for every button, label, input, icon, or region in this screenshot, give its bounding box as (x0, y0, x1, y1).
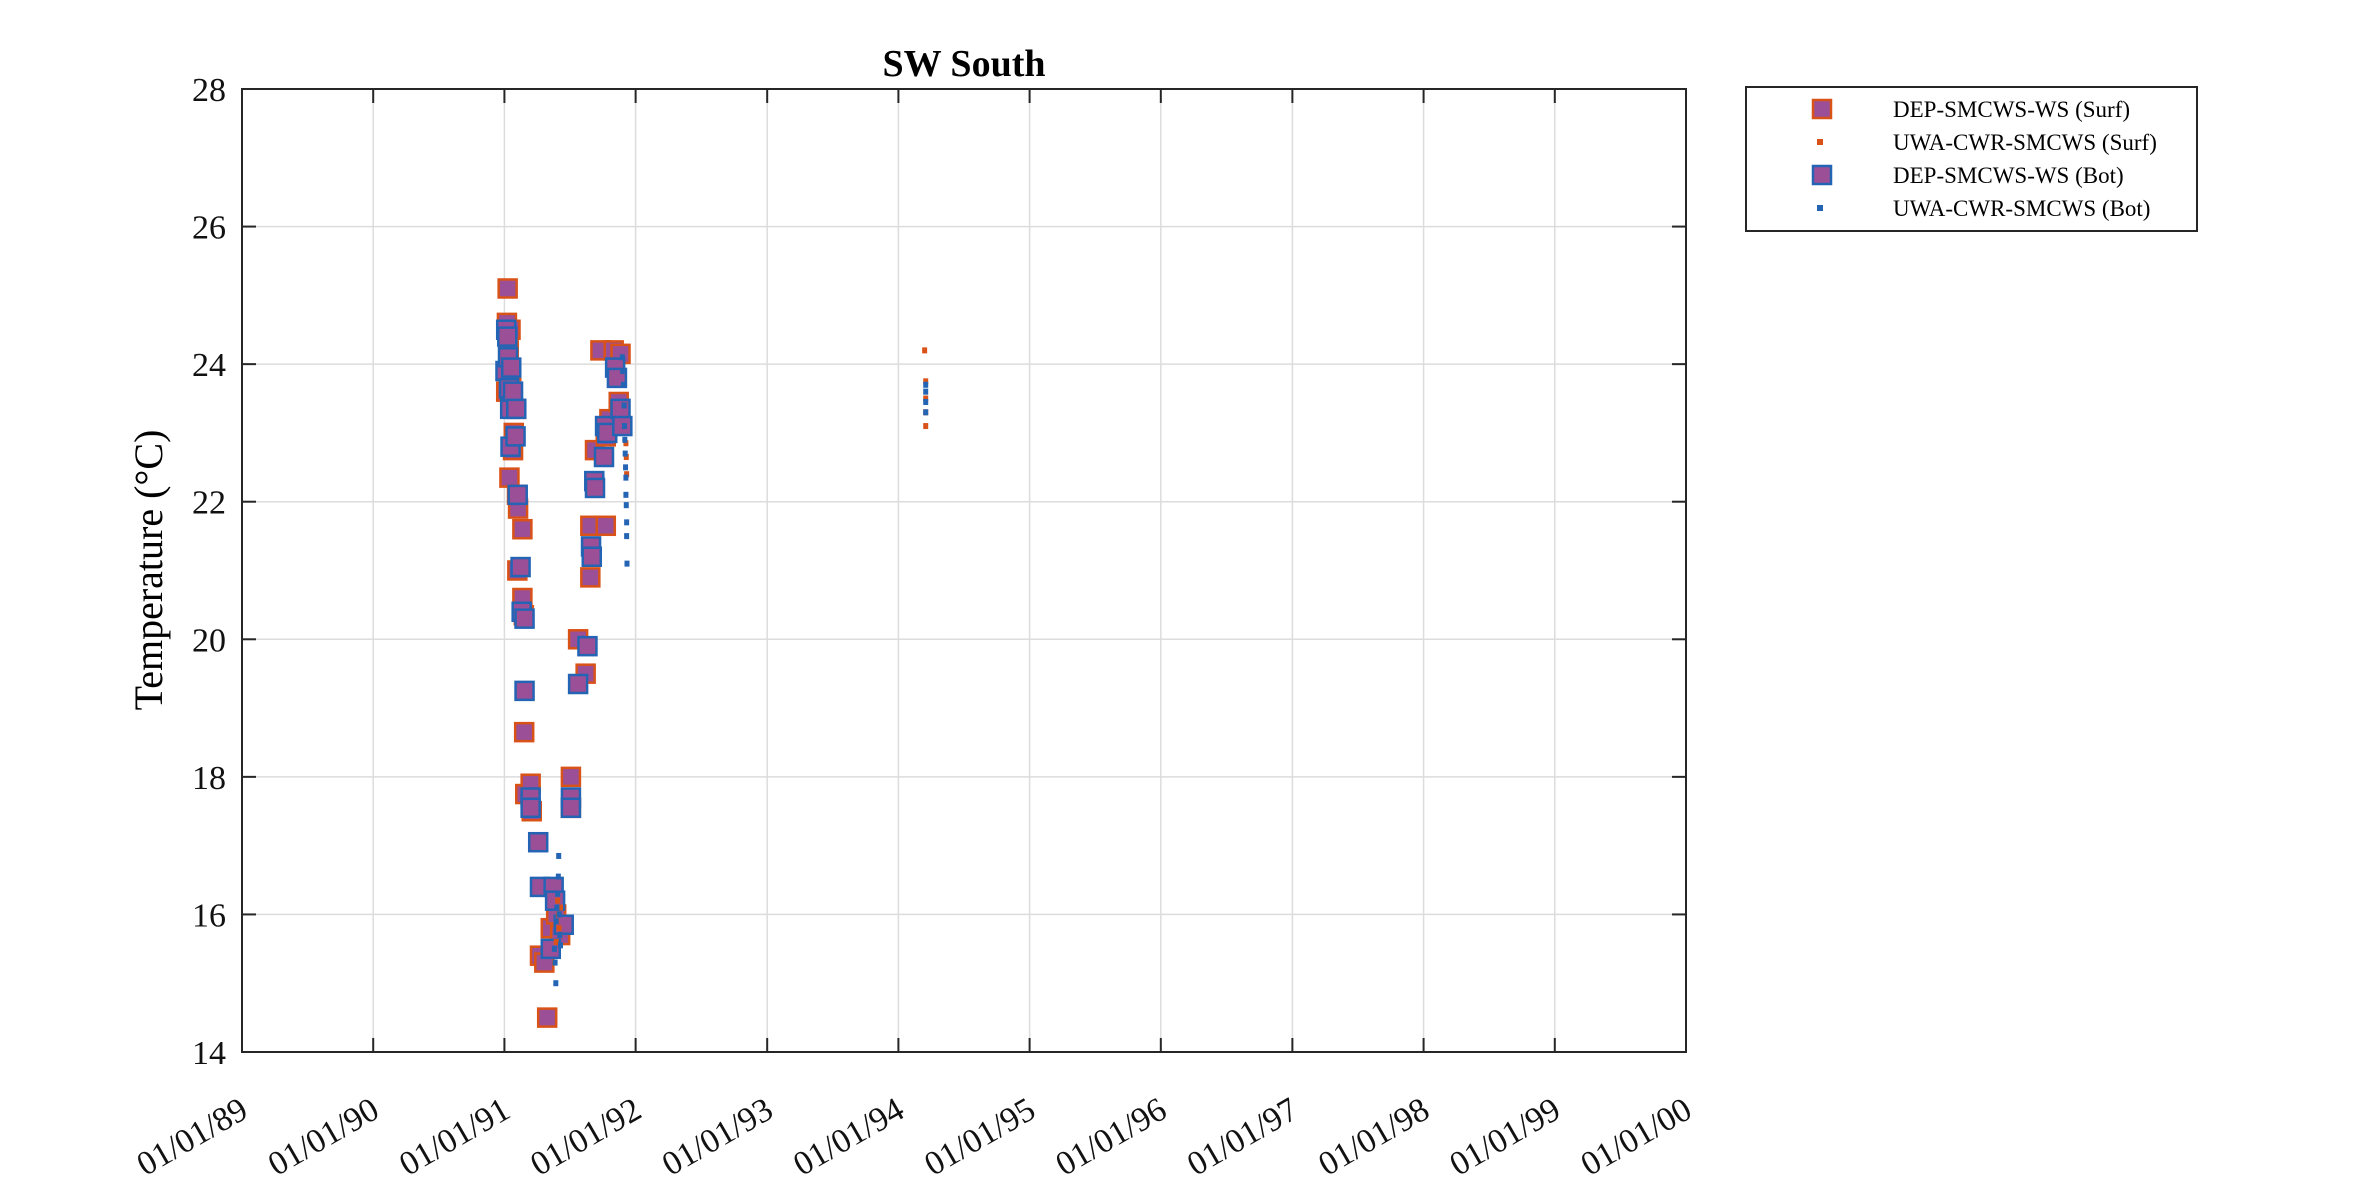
data-point-dot (620, 368, 626, 375)
data-point-square (514, 680, 535, 702)
data-point-dot (623, 454, 629, 461)
chart-title: SW South (882, 43, 1045, 85)
data-point-dot (620, 381, 626, 388)
legend: DEP-SMCWS-WS (Surf) UWA-CWR-SMCWS (Surf)… (1745, 86, 2198, 232)
data-point-dot (553, 980, 559, 987)
plot-frame (241, 88, 1687, 1053)
data-point-square (505, 426, 526, 447)
data-point-dot (923, 398, 929, 405)
data-point-square (497, 278, 518, 299)
y-tick-label: 26 (192, 210, 226, 247)
grid (242, 89, 1686, 1052)
y-axis-label: Temperature (°C) (126, 430, 171, 711)
data-points (495, 278, 929, 1028)
data-point-square (497, 326, 518, 347)
data-point-dot (557, 904, 563, 911)
data-point-dot (624, 560, 630, 567)
legend-label-dep-surf: DEP-SMCWS-WS (Surf) (1893, 97, 2130, 122)
data-point-square (584, 477, 606, 499)
data-point-square (514, 608, 535, 629)
y-axis-ticks: 14 16 18 20 22 24 26 28 (192, 72, 1686, 1072)
data-point-square (507, 484, 528, 506)
data-point-square (510, 556, 531, 578)
legend-marker-uwa-bot (1817, 205, 1823, 211)
data-point-dot (623, 491, 629, 498)
data-point-dot (624, 533, 630, 540)
data-point-square (580, 567, 601, 588)
data-point-dot (619, 354, 625, 361)
data-point-square (567, 673, 589, 695)
data-point-square (520, 797, 541, 819)
data-point-square (502, 381, 524, 402)
data-point-square (581, 546, 603, 567)
data-point-dot (923, 423, 929, 430)
data-point-dot (624, 471, 630, 478)
data-point-dot (624, 519, 630, 526)
data-point-square (560, 766, 582, 788)
data-point-square (513, 721, 535, 743)
data-point-square (499, 467, 520, 488)
legend-label-uwa-surf: UWA-CWR-SMCWS (Surf) (1893, 130, 2157, 155)
data-point-square (512, 518, 533, 540)
legend-label-uwa-bot: UWA-CWR-SMCWS (Bot) (1893, 196, 2150, 221)
legend-label-dep-bot: DEP-SMCWS-WS (Bot) (1893, 163, 2124, 188)
data-point-dot (923, 381, 929, 388)
data-point-square (506, 398, 527, 420)
data-point-dot (621, 402, 627, 409)
data-point-dot (923, 395, 929, 402)
data-point-dot (923, 378, 929, 385)
y-tick-label: 28 (192, 72, 226, 109)
legend-marker-uwa-surf (1817, 139, 1823, 145)
data-point-dot (622, 436, 628, 443)
data-point-square (610, 398, 631, 420)
data-point-dot (553, 938, 559, 945)
data-point-dot (923, 388, 929, 395)
data-point-dot (623, 464, 629, 471)
data-point-dot (557, 932, 563, 939)
data-point-dot (621, 423, 627, 430)
data-point-square (593, 446, 615, 468)
data-point-dot (622, 450, 628, 457)
y-tick-label: 20 (192, 622, 226, 659)
data-point-dot (552, 959, 558, 966)
legend-marker-dep-surf (1811, 98, 1833, 120)
data-point-dot (623, 502, 629, 509)
data-point-dot (923, 409, 929, 416)
data-point-dot (555, 873, 561, 880)
data-point-square (536, 1007, 558, 1028)
data-point-square (527, 831, 549, 853)
data-point-square (560, 797, 582, 819)
data-point-dot (555, 890, 561, 897)
data-point-dot (922, 347, 928, 354)
data-point-dot (556, 911, 562, 918)
y-tick-label: 18 (192, 760, 226, 797)
data-point-dot (623, 440, 629, 447)
y-tick-label: 24 (192, 347, 226, 384)
data-point-square (577, 635, 598, 657)
data-point-dot (555, 897, 561, 904)
data-point-dot (557, 942, 563, 949)
y-tick-label: 22 (192, 485, 226, 522)
data-point-dot (556, 852, 562, 859)
data-point-dot (556, 925, 562, 932)
plot-area (242, 89, 1686, 1052)
y-tick-label: 14 (192, 1035, 226, 1072)
data-point-square (500, 357, 522, 378)
data-point-dot (551, 945, 557, 952)
data-point-square (595, 515, 617, 537)
data-point-dot (623, 474, 629, 481)
legend-marker-dep-bot (1811, 164, 1833, 186)
y-tick-label: 16 (192, 897, 226, 934)
data-point-dot (553, 918, 559, 925)
data-point-dot (554, 904, 560, 911)
